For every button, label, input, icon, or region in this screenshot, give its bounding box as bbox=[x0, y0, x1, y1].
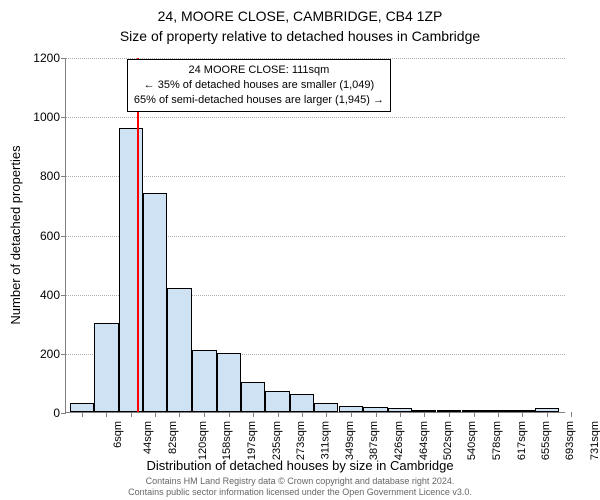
xtick-label: 617sqm bbox=[516, 421, 528, 460]
annotation-line: 24 MOORE CLOSE: 111sqm bbox=[134, 63, 384, 78]
histogram-bar bbox=[265, 391, 289, 412]
ytick-label: 600 bbox=[20, 229, 60, 243]
xtick-mark bbox=[302, 412, 303, 417]
xtick-label: 197sqm bbox=[247, 421, 259, 460]
histogram-bar bbox=[241, 382, 265, 412]
xtick-label: 6sqm bbox=[112, 421, 124, 448]
xtick-label: 82sqm bbox=[167, 421, 179, 454]
xtick-label: 426sqm bbox=[393, 421, 405, 460]
xtick-mark bbox=[498, 412, 499, 417]
ytick-mark bbox=[61, 58, 66, 59]
xtick-mark bbox=[351, 412, 352, 417]
xtick-mark bbox=[131, 412, 132, 417]
xtick-mark bbox=[326, 412, 327, 417]
xtick-mark bbox=[155, 412, 156, 417]
ytick-mark bbox=[61, 354, 66, 355]
xtick-mark bbox=[571, 412, 572, 417]
xtick-label: 731sqm bbox=[589, 421, 600, 460]
histogram-bar bbox=[192, 350, 216, 412]
ytick-mark bbox=[61, 295, 66, 296]
ytick-label: 800 bbox=[20, 169, 60, 183]
xtick-mark bbox=[253, 412, 254, 417]
ytick-label: 0 bbox=[20, 406, 60, 420]
xtick-mark bbox=[474, 412, 475, 417]
histogram-bar bbox=[314, 403, 338, 412]
ytick-label: 1200 bbox=[20, 51, 60, 65]
annotation-line: ← 35% of detached houses are smaller (1,… bbox=[134, 78, 384, 93]
gridline bbox=[66, 117, 565, 118]
ytick-label: 200 bbox=[20, 347, 60, 361]
ytick-mark bbox=[61, 117, 66, 118]
xtick-mark bbox=[522, 412, 523, 417]
xtick-label: 464sqm bbox=[418, 421, 430, 460]
ytick-mark bbox=[61, 413, 66, 414]
xtick-label: 540sqm bbox=[466, 421, 478, 460]
xtick-mark bbox=[82, 412, 83, 417]
xtick-mark bbox=[204, 412, 205, 417]
xtick-label: 655sqm bbox=[540, 421, 552, 460]
xtick-label: 387sqm bbox=[368, 421, 380, 460]
ytick-label: 400 bbox=[20, 288, 60, 302]
xtick-mark bbox=[278, 412, 279, 417]
xtick-mark bbox=[424, 412, 425, 417]
xtick-label: 349sqm bbox=[344, 421, 356, 460]
xtick-label: 693sqm bbox=[565, 421, 577, 460]
xtick-mark bbox=[547, 412, 548, 417]
page-title-line2: Size of property relative to detached ho… bbox=[0, 28, 600, 44]
xtick-label: 120sqm bbox=[197, 421, 209, 460]
histogram-bar bbox=[217, 353, 241, 412]
ytick-mark bbox=[61, 176, 66, 177]
xtick-mark bbox=[400, 412, 401, 417]
x-axis-label: Distribution of detached houses by size … bbox=[0, 458, 600, 473]
xtick-label: 578sqm bbox=[491, 421, 503, 460]
xtick-mark bbox=[179, 412, 180, 417]
xtick-label: 235sqm bbox=[271, 421, 283, 460]
xtick-mark bbox=[376, 412, 377, 417]
xtick-mark bbox=[106, 412, 107, 417]
histogram-plot: 24 MOORE CLOSE: 111sqm← 35% of detached … bbox=[65, 58, 565, 413]
annotation-line: 65% of semi-detached houses are larger (… bbox=[134, 93, 384, 108]
histogram-bar bbox=[290, 394, 314, 412]
histogram-bar bbox=[94, 323, 118, 412]
histogram-bar bbox=[167, 288, 191, 412]
xtick-label: 158sqm bbox=[222, 421, 234, 460]
page-title-line1: 24, MOORE CLOSE, CAMBRIDGE, CB4 1ZP bbox=[0, 8, 600, 24]
histogram-bar bbox=[143, 193, 167, 412]
xtick-mark bbox=[229, 412, 230, 417]
page: 24, MOORE CLOSE, CAMBRIDGE, CB4 1ZP Size… bbox=[0, 0, 600, 500]
xtick-label: 273sqm bbox=[295, 421, 307, 460]
footer-line1: Contains HM Land Registry data © Crown c… bbox=[0, 476, 600, 487]
annotation-box: 24 MOORE CLOSE: 111sqm← 35% of detached … bbox=[127, 59, 391, 112]
ytick-mark bbox=[61, 236, 66, 237]
ytick-label: 1000 bbox=[20, 110, 60, 124]
xtick-mark bbox=[449, 412, 450, 417]
xtick-label: 502sqm bbox=[442, 421, 454, 460]
footer: Contains HM Land Registry data © Crown c… bbox=[0, 476, 600, 499]
xtick-label: 311sqm bbox=[319, 421, 331, 459]
histogram-bar bbox=[70, 403, 94, 412]
footer-line2: Contains public sector information licen… bbox=[0, 487, 600, 498]
xtick-label: 44sqm bbox=[142, 421, 154, 454]
histogram-bar bbox=[119, 128, 143, 412]
